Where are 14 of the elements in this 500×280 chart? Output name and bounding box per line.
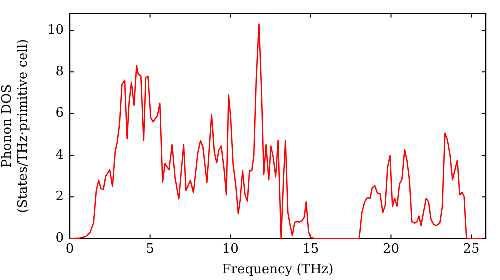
y-axis-title: Phonon DOS (States/THz·primitive cell) bbox=[0, 39, 31, 214]
x-tick-label: 10 bbox=[222, 242, 239, 257]
y-tick-label: 4 bbox=[56, 148, 64, 163]
y-tick-label: 8 bbox=[56, 64, 64, 80]
x-tick-label: 25 bbox=[463, 242, 480, 257]
x-tick-label: 5 bbox=[146, 242, 154, 257]
x-tick-label: 15 bbox=[302, 242, 320, 257]
x-axis-title: Frequency (THz) bbox=[222, 262, 334, 278]
y-tick-label: 2 bbox=[56, 190, 64, 205]
y-tick-label: 10 bbox=[47, 22, 64, 38]
y-tick-label: 6 bbox=[56, 106, 64, 122]
y-tick-label: 0 bbox=[56, 231, 64, 246]
x-tick-label: 0 bbox=[66, 242, 74, 257]
x-tick-label: 20 bbox=[382, 242, 400, 257]
